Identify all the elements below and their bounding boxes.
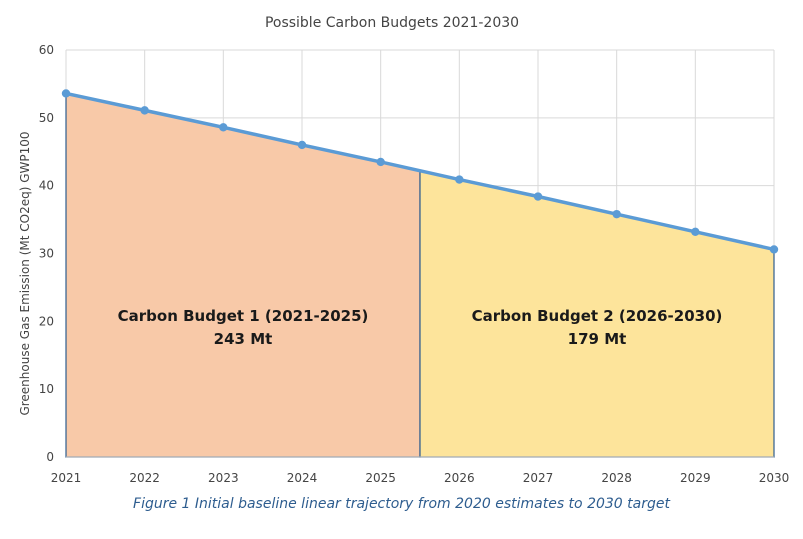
y-axis-label: Greenhouse Gas Emission (Mt CO2eq) GWP10… bbox=[18, 131, 32, 415]
x-tick-label-2029: 2029 bbox=[680, 471, 711, 485]
data-point-2030 bbox=[769, 245, 779, 254]
emission-trajectory-line bbox=[65, 91, 775, 252]
data-point-2025 bbox=[376, 157, 385, 167]
budget-2-label: Carbon Budget 2 (2026-2030) bbox=[472, 307, 723, 325]
data-point-2026 bbox=[455, 175, 464, 184]
x-tick-label-2024: 2024 bbox=[287, 471, 318, 485]
x-tick-label-2030: 2030 bbox=[759, 471, 790, 485]
y-tick-label-40: 40 bbox=[39, 179, 54, 193]
chart-area: Carbon Budget 1 (2021-2025) 243 Mt Carbon … bbox=[18, 15, 790, 485]
y-tick-label-0: 0 bbox=[46, 450, 54, 464]
x-tick-label-2021: 2021 bbox=[51, 471, 82, 485]
data-point-2023 bbox=[219, 123, 228, 132]
budget-1-value: 243 Mt bbox=[214, 330, 273, 348]
x-tick-label-2022: 2022 bbox=[129, 471, 160, 485]
budget-region-1 bbox=[65, 92, 421, 458]
y-tick-label-50: 50 bbox=[39, 111, 54, 125]
x-tick-label-2027: 2027 bbox=[523, 471, 554, 485]
data-point-2021 bbox=[61, 89, 71, 98]
budget-1-label: Carbon Budget 1 (2021-2025) bbox=[118, 307, 369, 325]
chart-title: Possible Carbon Budgets 2021-2030 bbox=[265, 15, 519, 31]
y-tick-label-30: 30 bbox=[39, 247, 54, 261]
x-tick-label-2023: 2023 bbox=[208, 471, 239, 485]
figure-caption: Figure 1 Initial baseline linear traject… bbox=[133, 496, 670, 512]
y-tick-label-10: 10 bbox=[39, 382, 54, 396]
budget-2-value: 179 Mt bbox=[568, 330, 627, 348]
data-point-2024 bbox=[297, 140, 307, 150]
y-tick-label-20: 20 bbox=[39, 314, 54, 328]
data-point-2029 bbox=[691, 227, 700, 236]
data-point-2027 bbox=[533, 192, 543, 201]
x-tick-label-2028: 2028 bbox=[601, 471, 632, 485]
carbon-budget-chart: Carbon Budget 1 (2021-2025) 243 Mt Carbon … bbox=[18, 15, 790, 485]
y-tick-label-60: 60 bbox=[39, 43, 54, 57]
x-tick-label-2026: 2026 bbox=[444, 471, 475, 485]
data-point-2022 bbox=[140, 106, 149, 115]
x-tick-label-2025: 2025 bbox=[365, 471, 396, 485]
data-point-2028 bbox=[612, 209, 621, 219]
